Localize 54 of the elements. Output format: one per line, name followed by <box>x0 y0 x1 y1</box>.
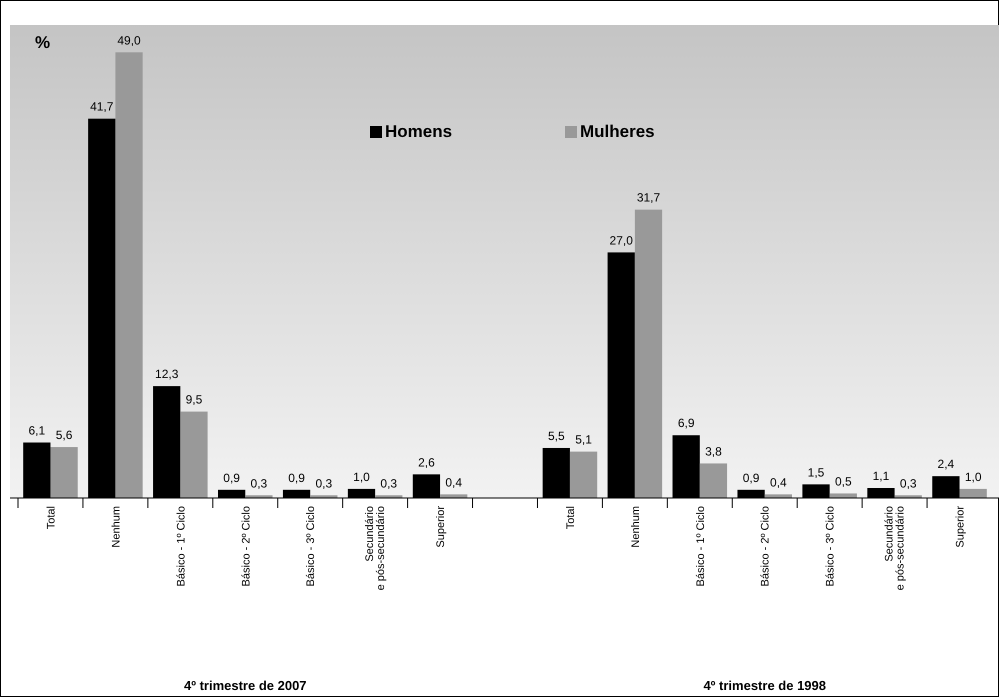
data-label: 0,3 <box>315 476 332 490</box>
legend-label: Mulheres <box>580 122 655 141</box>
bar <box>115 52 143 498</box>
x-tick-label: Secundário e pós-secundário <box>364 506 388 590</box>
x-tick-label: Total <box>45 506 58 530</box>
x-tick-label: Básico - 2º Ciclo <box>240 506 252 586</box>
data-label: 6,1 <box>28 424 46 438</box>
x-tick-label: Básico - 1º Ciclo <box>175 506 188 586</box>
data-label: 0,4 <box>770 475 788 490</box>
x-tick-label: Básico - 2º Ciclo <box>760 506 772 586</box>
data-label: 5,1 <box>575 432 592 447</box>
x-tick-label: Nenhum <box>630 506 642 548</box>
data-label: 9,5 <box>186 392 203 407</box>
text: 4º trimestre de 1998 <box>703 678 826 693</box>
data-label: 49,0 <box>117 33 142 48</box>
bar <box>570 452 598 498</box>
data-label: 0,3 <box>900 476 917 490</box>
data-label: 31,7 <box>636 190 661 205</box>
x-tick-label: Básico - 1º Ciclo <box>694 506 707 586</box>
data-label: 2,6 <box>418 455 436 470</box>
data-label: 1,5 <box>808 465 825 480</box>
data-label: 0,4 <box>445 475 462 490</box>
data-label: 5,5 <box>548 428 565 443</box>
data-label: 1,0 <box>353 470 370 484</box>
y-axis-title: % <box>35 33 50 52</box>
x-tick-label: Básico - 3º Ciclo <box>305 506 318 586</box>
data-label: 0,9 <box>288 470 306 485</box>
data-label: 0,3 <box>380 476 398 490</box>
text: 4º trimestre de 2007 <box>184 678 307 693</box>
data-label: 27,0 <box>610 233 634 248</box>
bar <box>180 412 208 498</box>
data-label: 0,9 <box>742 470 760 485</box>
x-tick-label: Básico - 3º Ciclo <box>824 506 837 586</box>
legend-label: Homens <box>385 122 452 141</box>
data-label: 12,3 <box>155 367 179 382</box>
data-label: 0,3 <box>250 476 268 490</box>
data-label: 3,8 <box>705 444 722 458</box>
data-label: 0,9 <box>223 470 240 485</box>
bar <box>700 463 728 498</box>
x-tick-label: Secundário e pós-secundário <box>884 506 907 590</box>
data-label: 5,6 <box>56 428 73 442</box>
bar <box>634 210 662 498</box>
x-tick-label: Total <box>564 506 577 530</box>
bar <box>960 488 987 498</box>
data-label: 2,4 <box>938 457 955 472</box>
data-label: 1,0 <box>964 470 982 484</box>
x-tick-label: Superior <box>435 506 448 548</box>
x-tick-label: Nenhum <box>110 506 122 548</box>
data-label: 1,1 <box>872 468 890 483</box>
data-label: 6,9 <box>678 416 695 430</box>
data-label: 0,5 <box>834 474 852 488</box>
data-label: 41,7 <box>90 100 114 114</box>
bar <box>50 447 78 498</box>
x-tick-label: Superior <box>954 506 967 548</box>
